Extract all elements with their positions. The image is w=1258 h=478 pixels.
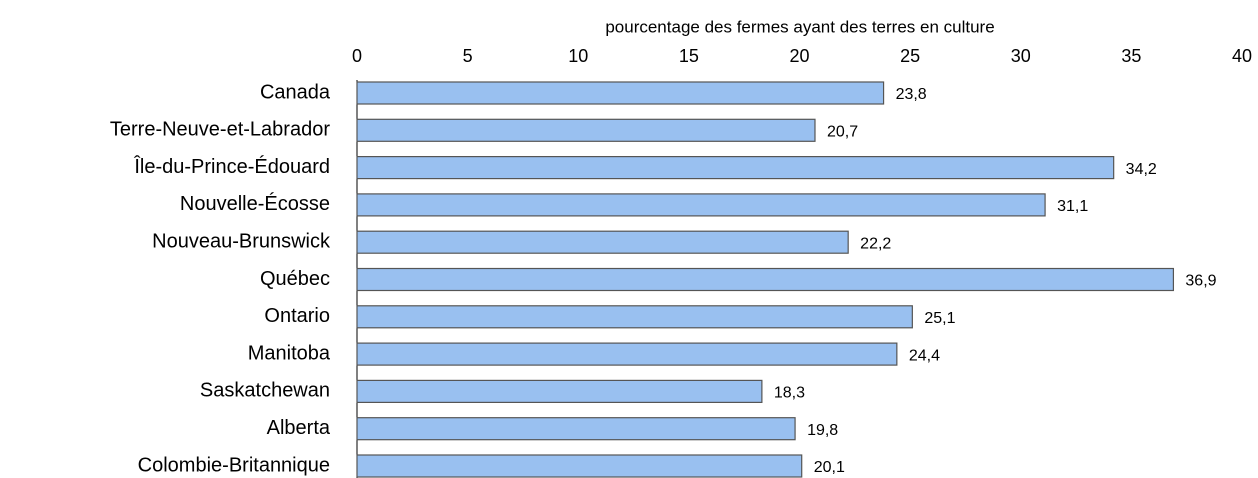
bar: [356, 81, 885, 105]
value-label: 20,1: [814, 459, 845, 476]
x-tick-label: 35: [1121, 46, 1141, 66]
category-label: Île-du-Prince-Édouard: [133, 155, 330, 178]
x-tick-label: 0: [352, 46, 362, 66]
value-label: 34,2: [1126, 161, 1157, 178]
bar: [356, 305, 913, 329]
value-label: 19,8: [807, 422, 838, 439]
x-tick-label: 15: [679, 46, 699, 66]
value-label: 18,3: [774, 385, 805, 402]
value-label: 23,8: [896, 86, 927, 103]
value-label: 31,1: [1057, 198, 1088, 215]
category-label: Alberta: [267, 417, 331, 439]
bar: [356, 118, 816, 142]
category-label: Colombie-Britannique: [138, 454, 330, 476]
x-tick-label: 20: [789, 46, 809, 66]
x-tick-label: 10: [568, 46, 588, 66]
value-label: 20,7: [827, 124, 858, 141]
category-label: Québec: [260, 268, 330, 290]
category-label: Saskatchewan: [200, 380, 330, 402]
bar: [356, 193, 1046, 217]
category-label: Terre-Neuve-et-Labrador: [110, 119, 330, 141]
value-label: 24,4: [909, 347, 940, 364]
bar: [356, 417, 796, 441]
category-label: Nouvelle-Écosse: [180, 192, 330, 215]
x-axis-label: pourcentage des fermes ayant des terres …: [605, 17, 994, 36]
category-label: Manitoba: [248, 342, 331, 364]
bar: [356, 156, 1115, 180]
x-tick-label: 25: [900, 46, 920, 66]
bar: [356, 230, 849, 254]
bar: [356, 379, 763, 403]
bar: [356, 454, 803, 478]
bar: [356, 342, 898, 366]
x-tick-label: 5: [463, 46, 473, 66]
category-label: Nouveau-Brunswick: [152, 230, 331, 252]
value-label: 22,2: [860, 235, 891, 252]
x-tick-label: 30: [1011, 46, 1031, 66]
value-label: 25,1: [924, 310, 955, 327]
value-label: 36,9: [1185, 273, 1216, 290]
category-label: Canada: [260, 81, 331, 103]
x-tick-label: 40: [1232, 46, 1252, 66]
category-label: Ontario: [264, 305, 330, 327]
bar: [356, 267, 1175, 292]
